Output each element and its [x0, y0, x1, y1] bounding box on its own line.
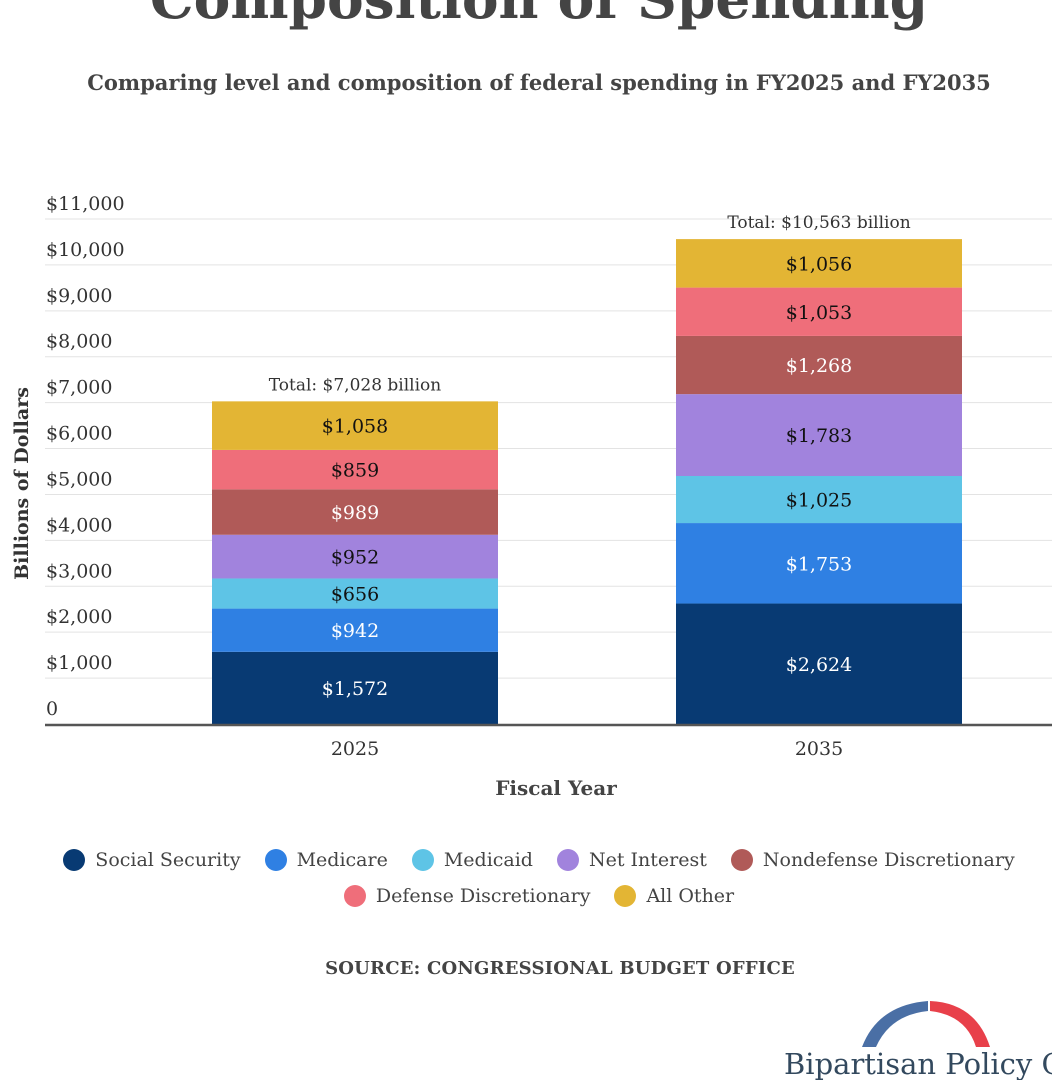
legend-swatch: [614, 885, 637, 907]
legend-swatch: [556, 849, 579, 871]
bar-segment-net-interest: [212, 534, 498, 579]
bar-segment-defense-discretionary: [676, 287, 962, 336]
legend-item-defense-discretionary: Defense Discretionary: [343, 885, 591, 907]
stacked-bar-chart: 0 $1,000 $2,000 $3,000 $4,000 $5,000 $6,000 $7,…: [11, 193, 1052, 800]
y-tick-label: $1,000: [46, 652, 112, 674]
bar-segment-nondefense-discretionary: [212, 489, 498, 535]
logo-arch-icon: [862, 1001, 990, 1047]
data-label: $1,783: [786, 425, 852, 447]
data-label: $1,268: [786, 355, 852, 377]
x-tick-label: 2025: [331, 738, 379, 760]
bar-segment-social-security: [676, 603, 962, 724]
legend-label: Social Security: [95, 849, 241, 871]
data-label: $859: [331, 460, 379, 482]
legend-item-medicare: Medicare: [264, 849, 388, 871]
legend-row: Social Security Medicare Medicaid Net Inter…: [0, 842, 1052, 878]
y-tick-label: $6,000: [46, 423, 112, 445]
legend-item-net-interest: Net Interest: [556, 849, 707, 871]
legend-label: Net Interest: [588, 849, 707, 871]
chart-subtitle: Comparing level and composition of feder…: [87, 70, 991, 95]
legend-label: Medicare: [296, 849, 388, 871]
legend-swatch: [343, 885, 366, 907]
total-label: Total: $10,563 billion: [727, 213, 910, 233]
y-tick-label: $5,000: [46, 468, 112, 490]
legend-item-nondefense-discretionary: Nondefense Discretionary: [730, 849, 1015, 871]
legend-label: All Other: [646, 885, 735, 907]
total-label: Total: $7,028 billion: [269, 375, 442, 395]
data-label: $1,058: [322, 416, 388, 438]
data-label: $989: [331, 502, 379, 524]
y-tick-label: $2,000: [46, 606, 112, 628]
data-label: $1,025: [786, 490, 852, 512]
legend-swatch: [63, 849, 86, 871]
data-label: $656: [331, 584, 379, 606]
bar-segment-defense-discretionary: [212, 449, 498, 490]
y-tick-label: 0: [46, 698, 58, 720]
chart-title: Composition of Spending: [0, 0, 1052, 30]
legend-swatch: [411, 849, 434, 871]
data-label: $1,053: [786, 302, 852, 324]
y-tick-label: $10,000: [46, 239, 125, 261]
logo-text: Bipartisan Policy Center: [784, 1047, 1052, 1080]
legend-item-medicaid: Medicaid: [411, 849, 533, 871]
y-tick-label: $7,000: [46, 377, 112, 399]
data-label: $1,572: [322, 678, 388, 700]
bar-segment-social-security: [212, 651, 498, 724]
source-note: SOURCE: CONGRESSIONAL BUDGET OFFICE: [325, 958, 795, 979]
legend-row: Defense Discretionary All Other: [0, 878, 1052, 914]
data-label: $952: [331, 547, 379, 569]
legend-item-all-other: All Other: [614, 885, 734, 907]
x-tick-label: 2035: [795, 738, 843, 760]
bar-segment-net-interest: [676, 394, 962, 476]
y-tick-label: $8,000: [46, 331, 112, 353]
legend: Social Security Medicare Medicaid Net Inter…: [0, 842, 1052, 914]
data-label: $2,624: [786, 654, 852, 676]
bar-segment-nondefense-discretionary: [676, 335, 962, 395]
bar-segment-medicare: [212, 608, 498, 652]
legend-swatch: [264, 849, 287, 871]
bar-segment-all-other: [212, 401, 498, 450]
bar-segment-all-other: [676, 239, 962, 288]
legend-label: Medicaid: [443, 849, 533, 871]
y-tick-label: $11,000: [46, 193, 125, 215]
bar-segment-medicaid: [676, 475, 962, 524]
bpc-logo: Bipartisan Policy Center: [780, 995, 1052, 1080]
bar-segment-medicaid: [212, 578, 498, 609]
data-label: $942: [331, 620, 379, 642]
data-label: $1,753: [786, 553, 852, 575]
data-label: $1,056: [786, 253, 852, 275]
y-tick-label: $4,000: [46, 514, 112, 536]
y-tick-label: $3,000: [46, 560, 112, 582]
legend-label: Nondefense Discretionary: [762, 849, 1015, 871]
legend-swatch: [730, 849, 753, 871]
x-axis-title: Fiscal Year: [495, 776, 617, 800]
y-axis-title: Billions of Dollars: [11, 387, 33, 580]
bar-segment-medicare: [676, 523, 962, 604]
legend-item-social-security: Social Security: [63, 849, 241, 871]
legend-label: Defense Discretionary: [375, 885, 591, 907]
y-tick-label: $9,000: [46, 285, 112, 307]
